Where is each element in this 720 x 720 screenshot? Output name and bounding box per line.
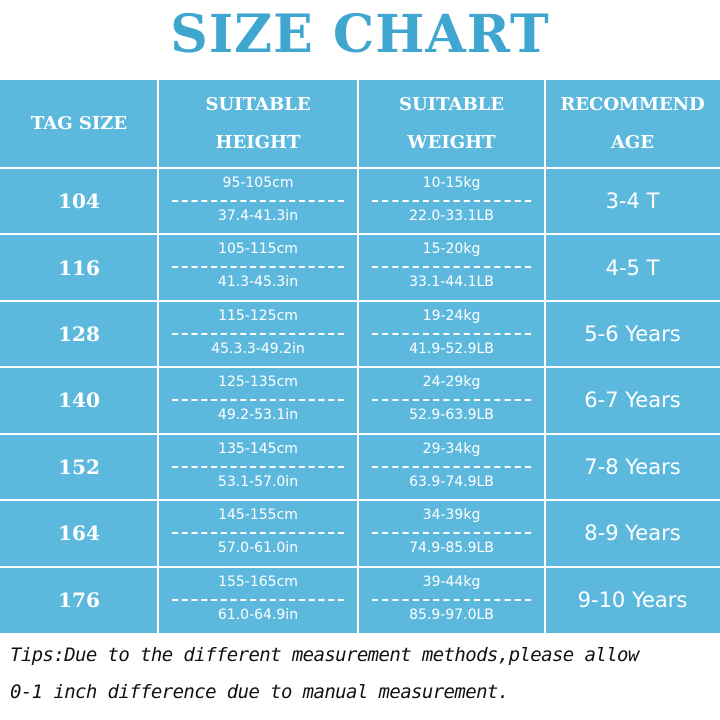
- tag-size: 176: [58, 587, 100, 612]
- dashed-divider: [372, 266, 531, 269]
- split-cell: 34-39kg 74.9-85.9LB: [358, 500, 545, 566]
- imperial-value: 63.9-74.9LB: [409, 473, 494, 490]
- tips-line: Tips:Due to the different measurement me…: [10, 644, 639, 666]
- row-divider: [0, 366, 720, 369]
- dashed-divider: [372, 200, 531, 202]
- metric-value: 29-34kg: [422, 440, 481, 457]
- dashed-divider: [172, 465, 344, 468]
- recommend-age: 9-10 Years: [577, 587, 688, 612]
- column-divider: [157, 80, 159, 633]
- tag-size: 140: [58, 388, 100, 413]
- metric-value: 155-165cm: [218, 573, 298, 590]
- metric-value: 39-44kg: [422, 573, 481, 590]
- row-divider: [0, 233, 720, 236]
- header-text: RECOMMEND: [560, 94, 705, 115]
- row-divider: [0, 565, 720, 568]
- header-cell: SUITABLE WEIGHT: [358, 80, 545, 168]
- split-cell: 155-165cm 61.0-64.9in: [158, 567, 358, 633]
- split-cell: 105-115cm 41.3-45.3in: [158, 234, 358, 300]
- recommend-age: 3-4 T: [605, 189, 660, 214]
- header-cell: TAG SIZE: [0, 80, 158, 168]
- split-cell: 125-135cm 49.2-53.1in: [158, 367, 358, 433]
- metric-value: 24-29kg: [422, 374, 481, 391]
- header-text: SUITABLE: [205, 94, 311, 115]
- imperial-value: 85.9-97.0LB: [409, 606, 494, 623]
- imperial-value: 33.1-44.1LB: [409, 274, 494, 291]
- dashed-divider: [372, 332, 531, 335]
- header-text: HEIGHT: [215, 132, 301, 153]
- metric-value: 145-155cm: [218, 507, 298, 524]
- split-cell: 135-145cm 53.1-57.0in: [158, 434, 358, 500]
- imperial-value: 22.0-33.1LB: [409, 208, 494, 224]
- dashed-divider: [372, 598, 531, 601]
- row-divider: [0, 499, 720, 502]
- metric-value: 105-115cm: [218, 241, 298, 258]
- imperial-value: 45.3.3-49.2in: [211, 340, 305, 357]
- imperial-value: 53.1-57.0in: [217, 473, 299, 490]
- tag-size: 128: [58, 322, 100, 347]
- tag-size: 164: [58, 521, 100, 546]
- dashed-divider: [172, 332, 344, 335]
- dashed-divider: [372, 399, 531, 402]
- recommend-age: 5-6 Years: [584, 322, 681, 347]
- imperial-value: 61.0-64.9in: [217, 606, 299, 623]
- size-table: TAG SIZE SUITABLE HEIGHT SUITABLE WEIGHT RECO…: [0, 80, 720, 633]
- split-cell: 10-15kg 22.0-33.1LB: [358, 168, 545, 234]
- header-text: SUITABLE: [398, 94, 505, 115]
- recommend-age: 8-9 Years: [584, 521, 681, 546]
- row-divider: [0, 167, 720, 169]
- imperial-value: 52.9-63.9LB: [409, 407, 494, 424]
- split-cell: 95-105cm 37.4-41.3in: [158, 168, 358, 234]
- row-divider: [0, 299, 720, 302]
- imperial-value: 57.0-61.0in: [217, 540, 299, 557]
- tips-line: 0-1 inch difference due to manual measur…: [10, 681, 509, 703]
- split-cell: 24-29kg 52.9-63.9LB: [358, 367, 545, 433]
- metric-value: 135-145cm: [218, 440, 298, 457]
- split-cell: 19-24kg 41.9-52.9LB: [358, 301, 545, 367]
- imperial-value: 74.9-85.9LB: [409, 540, 494, 557]
- dashed-divider: [172, 399, 344, 402]
- dashed-divider: [172, 266, 344, 269]
- metric-value: 34-39kg: [422, 507, 481, 524]
- column-divider: [544, 80, 546, 633]
- imperial-value: 49.2-53.1in: [217, 407, 299, 424]
- title: SIZE CHART: [170, 4, 550, 65]
- header-cell: SUITABLE HEIGHT: [158, 80, 358, 168]
- metric-value: 125-135cm: [218, 374, 298, 391]
- metric-value: 19-24kg: [422, 307, 481, 324]
- header-text: AGE: [610, 132, 655, 153]
- dashed-divider: [372, 465, 531, 468]
- metric-value: 95-105cm: [222, 175, 294, 191]
- metric-value: 10-15kg: [422, 175, 481, 191]
- dashed-divider: [172, 532, 344, 535]
- split-cell: 39-44kg 85.9-97.0LB: [358, 567, 545, 633]
- split-cell: 29-34kg 63.9-74.9LB: [358, 434, 545, 500]
- metric-value: 15-20kg: [422, 241, 481, 258]
- split-cell: 145-155cm 57.0-61.0in: [158, 500, 358, 566]
- dashed-divider: [172, 598, 344, 601]
- header-text: WEIGHT: [407, 132, 496, 153]
- split-cell: 15-20kg 33.1-44.1LB: [358, 234, 545, 300]
- tag-size: 104: [58, 189, 100, 214]
- tag-size: 116: [58, 255, 100, 280]
- metric-value: 115-125cm: [218, 307, 298, 324]
- header-cell: RECOMMEND AGE: [545, 80, 720, 168]
- imperial-value: 37.4-41.3in: [217, 208, 299, 224]
- recommend-age: 6-7 Years: [584, 388, 681, 413]
- imperial-value: 41.3-45.3in: [217, 274, 299, 291]
- tag-size: 152: [58, 454, 100, 479]
- dashed-divider: [372, 532, 531, 535]
- recommend-age: 7-8 Years: [584, 454, 681, 479]
- column-divider: [357, 80, 359, 633]
- row-divider: [0, 432, 720, 435]
- header-text: TAG SIZE: [30, 113, 128, 134]
- recommend-age: 4-5 T: [605, 255, 660, 280]
- imperial-value: 41.9-52.9LB: [409, 340, 494, 357]
- dashed-divider: [172, 200, 344, 202]
- split-cell: 115-125cm 45.3.3-49.2in: [158, 301, 358, 367]
